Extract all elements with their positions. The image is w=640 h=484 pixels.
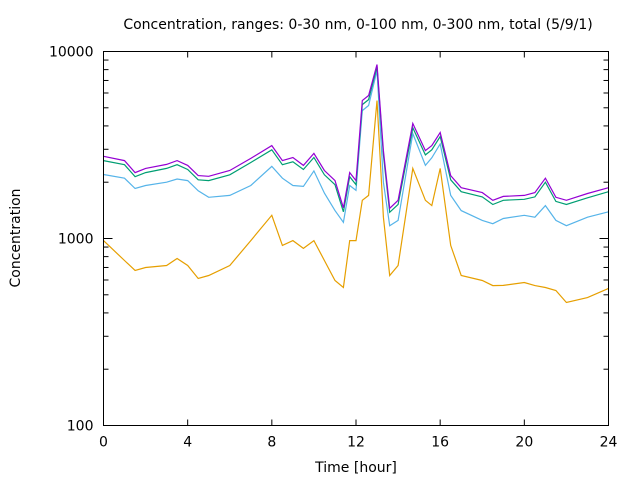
x-tick-label: 20 <box>515 435 533 451</box>
y-tick-label: 100 <box>67 419 94 435</box>
x-tick-label: 4 <box>183 435 192 451</box>
series-line-0-30-nm <box>103 100 609 304</box>
x-axis-label: Time [hour] <box>314 460 397 476</box>
x-tick-label: 12 <box>347 435 365 451</box>
y-axis-label: Concentration <box>8 188 24 287</box>
x-tick-label: 8 <box>267 435 276 451</box>
x-tick-label: 0 <box>99 435 108 451</box>
y-tick-label: 10000 <box>49 45 94 61</box>
series-line-total <box>103 64 609 210</box>
x-tick-label: 24 <box>600 435 618 451</box>
y-tick-label: 1000 <box>58 232 94 248</box>
x-tick-label: 16 <box>431 435 449 451</box>
chart-title: Concentration, ranges: 0-30 nm, 0-100 nm… <box>123 17 592 33</box>
series-line-0-100-nm <box>103 70 609 227</box>
plot-frame <box>103 51 609 426</box>
